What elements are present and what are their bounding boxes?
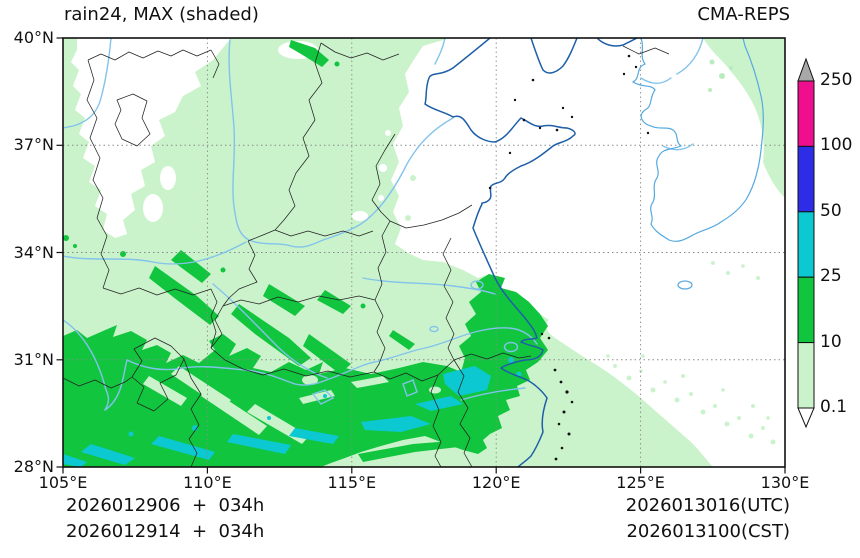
gridlines xyxy=(63,38,785,467)
valid-time-cst-line: 2026013100(CST) xyxy=(626,521,790,542)
x-tick-120e: 120°E xyxy=(471,473,521,492)
colorbar xyxy=(797,57,815,429)
init-time-utc-line: 2026012906 + 034h xyxy=(66,495,265,516)
light-rain-speckles xyxy=(405,38,785,445)
rivers xyxy=(63,38,704,411)
colorbar-label-25: 25 xyxy=(820,266,842,287)
x-tick-105e: 105°E xyxy=(38,473,88,492)
x-tick-110e: 110°E xyxy=(183,473,232,492)
korea-coastline xyxy=(631,38,764,290)
colorbar-label-250: 250 xyxy=(820,70,853,90)
colorbar-seg-10-25 xyxy=(797,276,815,344)
model-label: CMA-REPS xyxy=(697,4,790,25)
rain-heavy-regions xyxy=(63,357,522,467)
colorbar-under-arrow xyxy=(797,407,815,429)
axis-ticks xyxy=(56,37,786,474)
x-tick-115e: 115°E xyxy=(327,473,377,492)
colorbar-label-50: 50 xyxy=(820,200,842,221)
valid-time-utc-line: 2026013016(UTC) xyxy=(625,495,790,516)
colorbar-seg-0.1-10 xyxy=(797,342,815,409)
rain-mid-gaps xyxy=(143,366,441,444)
x-tick-130e: 130°E xyxy=(760,473,810,492)
y-tick-28n: 28°N xyxy=(13,457,54,476)
ne-corner-speckles xyxy=(708,59,733,92)
colorbar-seg-50-100 xyxy=(797,145,815,213)
colorbar-seg-25-50 xyxy=(797,211,815,278)
init-time-cst-line: 2026012914 + 034h xyxy=(66,521,265,542)
colorbar-label-100: 100 xyxy=(820,135,853,156)
y-tick-31n: 31°N xyxy=(13,349,54,369)
y-tick-34n: 34°N xyxy=(13,242,54,262)
y-tick-40n: 40°N xyxy=(13,28,54,47)
page-title: rain24, MAX (shaded) xyxy=(64,4,259,25)
colorbar-label-10: 10 xyxy=(820,331,842,352)
colorbar-over-arrow xyxy=(797,57,815,82)
colorbar-seg-100-250 xyxy=(797,80,815,147)
rain-mid-regions xyxy=(63,40,548,467)
province-borders xyxy=(63,42,670,467)
y-tick-37n: 37°N xyxy=(13,135,54,155)
no-rain-regions xyxy=(71,38,785,467)
colorbar-label-0.1: 0.1 xyxy=(820,397,848,417)
china-coastline xyxy=(424,38,638,467)
x-tick-125e: 125°E xyxy=(616,473,665,492)
island-specks xyxy=(488,54,650,461)
